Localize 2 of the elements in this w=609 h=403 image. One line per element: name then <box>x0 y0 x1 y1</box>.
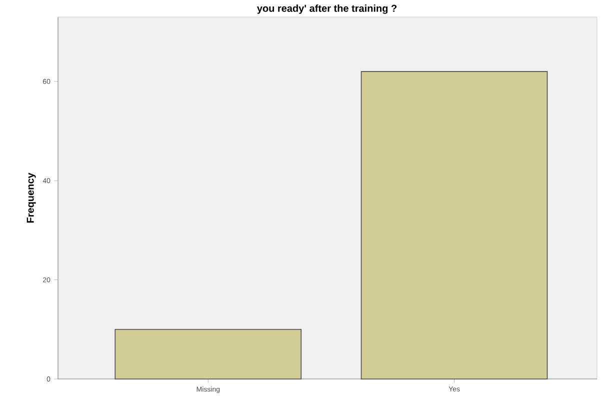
chart-title: you ready' after the training ? <box>256 4 397 14</box>
y-axis-title: Frequency <box>26 172 36 223</box>
